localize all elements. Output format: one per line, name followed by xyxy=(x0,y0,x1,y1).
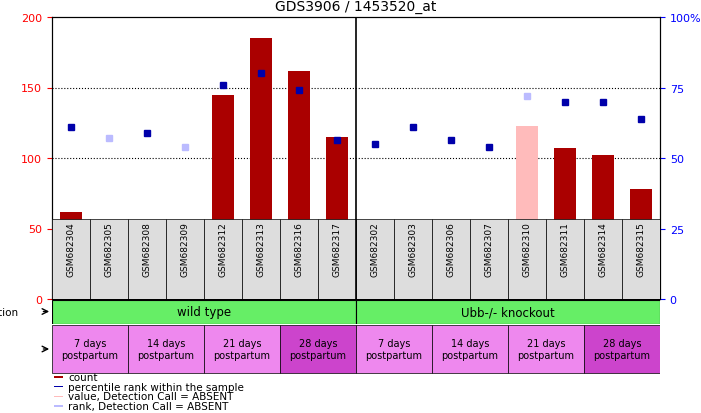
Text: GSM682302: GSM682302 xyxy=(371,222,379,276)
Bar xyxy=(477,246,501,299)
Bar xyxy=(128,219,166,299)
Bar xyxy=(54,405,63,407)
Bar xyxy=(128,325,204,373)
Bar xyxy=(52,300,356,324)
Bar xyxy=(432,325,508,373)
Text: GSM682314: GSM682314 xyxy=(599,222,608,276)
Bar xyxy=(242,219,280,299)
Bar xyxy=(470,219,508,299)
Bar xyxy=(546,219,584,299)
Text: 28 days
postpartum: 28 days postpartum xyxy=(290,338,346,360)
Text: GSM682317: GSM682317 xyxy=(332,222,341,277)
Bar xyxy=(280,219,318,299)
Text: 21 days
postpartum: 21 days postpartum xyxy=(214,338,271,360)
Text: 7 days
postpartum: 7 days postpartum xyxy=(365,338,423,360)
Bar xyxy=(90,219,128,299)
Bar xyxy=(356,325,432,373)
Bar xyxy=(135,228,158,299)
Bar xyxy=(54,396,63,397)
Bar xyxy=(622,219,660,299)
Bar xyxy=(54,386,63,387)
Bar xyxy=(584,219,622,299)
Bar xyxy=(508,219,546,299)
Bar xyxy=(508,325,584,373)
Text: GSM682310: GSM682310 xyxy=(522,222,531,277)
Bar xyxy=(432,219,470,299)
Bar xyxy=(584,325,660,373)
Bar xyxy=(174,260,196,299)
Text: GSM682309: GSM682309 xyxy=(180,222,189,277)
Text: GSM682307: GSM682307 xyxy=(484,222,494,277)
Title: GDS3906 / 1453520_at: GDS3906 / 1453520_at xyxy=(275,0,437,14)
Bar xyxy=(402,225,424,299)
Bar xyxy=(212,95,234,299)
Bar xyxy=(287,71,311,299)
Bar xyxy=(52,219,90,299)
Text: value, Detection Call = ABSENT: value, Detection Call = ABSENT xyxy=(68,392,233,401)
Bar xyxy=(440,237,463,299)
Bar xyxy=(166,219,204,299)
Text: 21 days
postpartum: 21 days postpartum xyxy=(517,338,575,360)
Bar xyxy=(325,138,348,299)
Text: count: count xyxy=(68,372,97,382)
Bar xyxy=(356,300,660,324)
Text: 28 days
postpartum: 28 days postpartum xyxy=(594,338,651,360)
Text: GSM682315: GSM682315 xyxy=(637,222,646,277)
Bar xyxy=(250,39,273,299)
Bar xyxy=(204,219,242,299)
Text: genotype/variation: genotype/variation xyxy=(0,307,18,317)
Bar xyxy=(356,219,394,299)
Bar xyxy=(592,156,614,299)
Text: wild type: wild type xyxy=(177,305,231,318)
Bar xyxy=(204,325,280,373)
Text: GSM682304: GSM682304 xyxy=(67,222,76,276)
Text: 14 days
postpartum: 14 days postpartum xyxy=(442,338,498,360)
Text: rank, Detection Call = ABSENT: rank, Detection Call = ABSENT xyxy=(68,401,229,411)
Bar xyxy=(280,325,356,373)
Text: Ubb-/- knockout: Ubb-/- knockout xyxy=(461,305,555,318)
Text: 7 days
postpartum: 7 days postpartum xyxy=(62,338,118,360)
Text: GSM682311: GSM682311 xyxy=(561,222,569,277)
Bar xyxy=(52,325,128,373)
Bar xyxy=(318,219,356,299)
Bar xyxy=(364,237,386,299)
Text: GSM682306: GSM682306 xyxy=(447,222,456,277)
Bar xyxy=(516,126,538,299)
Bar xyxy=(629,190,653,299)
Bar xyxy=(97,226,121,299)
Text: GSM682313: GSM682313 xyxy=(257,222,266,277)
Text: GSM682308: GSM682308 xyxy=(142,222,151,277)
Bar xyxy=(60,212,83,299)
Text: GSM682303: GSM682303 xyxy=(409,222,418,277)
Bar xyxy=(54,376,63,377)
Text: 14 days
postpartum: 14 days postpartum xyxy=(137,338,194,360)
Text: GSM682316: GSM682316 xyxy=(294,222,304,277)
Text: GSM682305: GSM682305 xyxy=(104,222,114,277)
Bar xyxy=(554,149,576,299)
Text: GSM682312: GSM682312 xyxy=(219,222,228,276)
Bar xyxy=(394,219,432,299)
Text: percentile rank within the sample: percentile rank within the sample xyxy=(68,382,244,392)
